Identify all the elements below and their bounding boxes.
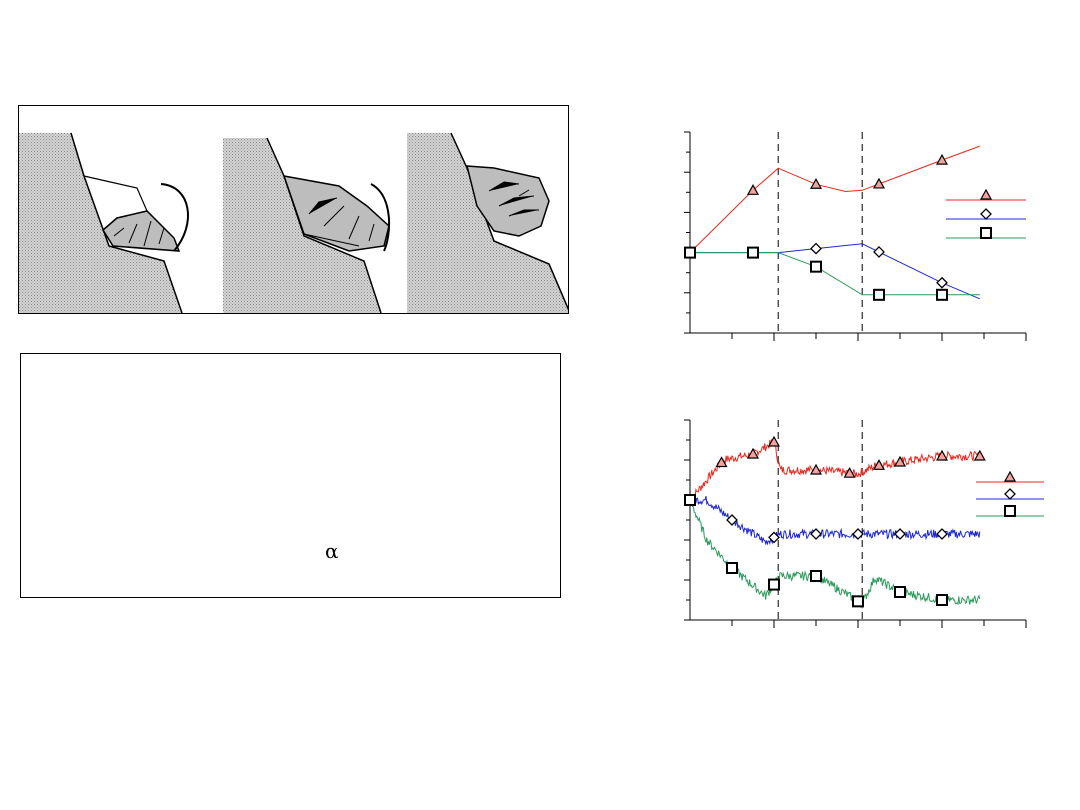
- sketch-stage-2: [223, 137, 391, 313]
- rockfall-sketch-panel: [18, 105, 569, 314]
- chart-bottom-series-diamond-line: [690, 495, 981, 546]
- chart-top-triangle-point: [809, 178, 823, 189]
- chart-bottom-diamond-point: [768, 531, 780, 544]
- chart-bottom-triangle-point: [809, 463, 823, 475]
- chart-bottom-series-triangle-line: [689, 438, 981, 501]
- chart-top-square-point: [873, 288, 885, 301]
- chart-top-square-point: [747, 246, 759, 259]
- alpha-symbol: α: [325, 539, 339, 563]
- chart-top: [684, 131, 1027, 341]
- chart-bottom-triangle-point: [935, 449, 949, 461]
- chart-bottom-diamond-point: [936, 528, 948, 540]
- chart-bottom-legend-square-symbol: [1004, 505, 1016, 517]
- chart-top-diamond-point: [873, 246, 885, 258]
- sketch-stage-3: [407, 132, 568, 313]
- chart-top-square-point: [936, 288, 948, 301]
- chart-top-square-point: [684, 246, 696, 259]
- chart-bottom-triangle-point: [973, 449, 986, 461]
- chart-top-diamond-point: [810, 242, 822, 255]
- chart-bottom-square-point: [810, 570, 822, 582]
- chart-top-diamond-point: [936, 276, 948, 289]
- chart-bottom-square-point: [894, 586, 906, 598]
- chart-bottom-triangle-point: [767, 435, 781, 447]
- chart-top-series-square-line: [690, 252, 980, 296]
- chart-bottom-triangle-point: [843, 466, 856, 478]
- chart-bottom-triangle-point: [746, 447, 760, 459]
- chart-bottom-legend-diamond-symbol: [1004, 488, 1016, 500]
- chart-bottom-triangle-point: [715, 456, 728, 468]
- chart-bottom-diamond-point: [894, 528, 906, 540]
- rockfall-sketch: [19, 132, 568, 313]
- chart-bottom-square-point: [684, 494, 696, 506]
- chart-top-legend-square-symbol: [980, 227, 992, 239]
- description-panel: α: [20, 353, 561, 598]
- chart-bottom-legend-triangle-symbol: [1003, 470, 1017, 482]
- chart-bottom-square-point: [726, 562, 738, 574]
- chart-bottom-diamond-point: [852, 528, 864, 540]
- chart-top-triangle-point: [746, 184, 760, 195]
- chart-bottom-series-square-line: [689, 499, 981, 609]
- chart-bottom-diamond-point: [726, 514, 738, 526]
- chart-top-triangle-point: [935, 153, 949, 165]
- chart-bottom-square-point: [852, 595, 864, 608]
- chart-top-series-triangle-line: [689, 145, 980, 253]
- chart-top-square-point: [810, 260, 822, 273]
- chart-top-legend-diamond-symbol: [980, 208, 992, 220]
- sketch-stage-1: [19, 132, 189, 313]
- chart-bottom: [683, 419, 1044, 628]
- chart-top-legend-triangle-symbol: [979, 188, 993, 200]
- chart-bottom-diamond-point: [810, 528, 822, 540]
- chart-bottom-triangle-point: [872, 459, 886, 470]
- chart-bottom-square-point: [768, 578, 780, 591]
- chart-bottom-square-point: [936, 594, 948, 606]
- chart-top-triangle-point: [872, 177, 886, 189]
- chart-bottom-triangle-point: [893, 455, 907, 467]
